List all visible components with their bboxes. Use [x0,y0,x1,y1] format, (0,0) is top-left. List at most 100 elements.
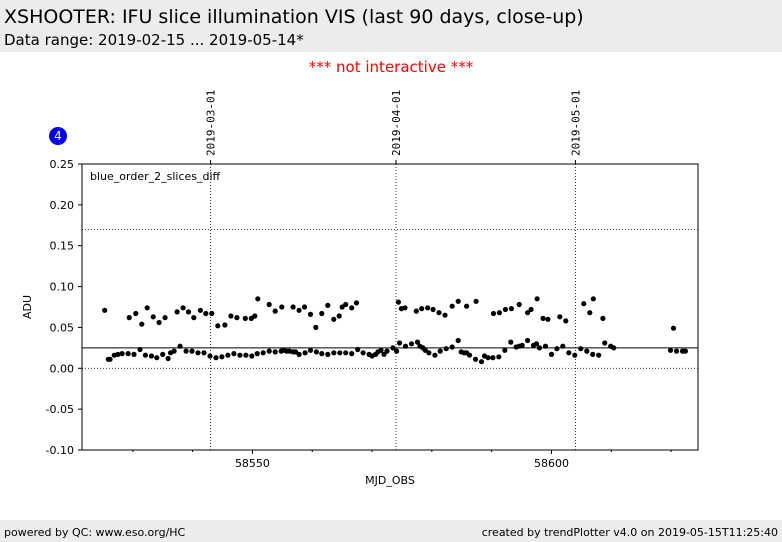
data-point [272,349,278,355]
y-tick-label: 0.05 [50,321,75,334]
data-point [279,304,285,310]
data-point [572,352,578,358]
data-point [225,352,231,358]
data-point [394,348,400,354]
data-point [180,305,186,311]
x-axis-title: MJD_OBS [365,474,415,487]
data-point [160,351,166,357]
data-point [319,351,325,357]
y-tick-label: 0.20 [50,199,75,212]
data-point [478,359,485,365]
data-point [673,348,680,354]
data-point [566,350,572,356]
data-point [502,306,508,313]
data-point [189,348,195,354]
data-point [584,348,590,354]
data-point [209,310,215,317]
data-point [525,310,531,316]
data-point [560,343,566,349]
data-point [430,306,436,313]
data-point [540,315,546,321]
data-point [508,306,514,312]
data-point [331,316,337,322]
data-points [102,296,689,365]
data-point [490,355,496,361]
data-point [611,345,617,351]
data-point [231,351,237,357]
data-point [455,298,461,304]
data-point [426,350,432,356]
data-point [102,307,108,313]
data-point [307,347,314,353]
data-point [228,313,234,319]
date-marker-label: 2019-05-01 [569,90,582,156]
y-tick-label: 0.00 [50,362,75,375]
data-point [600,315,606,321]
date-marker-label: 2019-03-01 [205,90,218,156]
data-point [115,351,121,357]
data-point [191,315,197,321]
data-point [349,351,355,357]
data-point [234,315,240,321]
data-point [290,304,296,310]
data-point [337,350,343,356]
data-point [496,310,502,316]
data-point [119,351,125,357]
y-tick-label: 0.25 [50,158,75,171]
data-point [397,340,403,346]
data-point [171,348,177,354]
data-point [548,351,555,357]
plot-number-badge [49,127,67,145]
data-point [587,310,593,316]
data-point [455,337,461,344]
y-tick-label: 0.10 [50,281,75,294]
data-point [219,354,225,360]
plot-frame [81,163,699,451]
data-point [222,322,228,328]
data-point [319,310,325,317]
data-point [349,305,355,311]
data-point [536,345,543,351]
data-point [554,346,560,352]
data-point [148,353,154,359]
data-point [174,309,180,315]
data-point [502,347,508,353]
data-point [519,342,525,348]
data-point [133,310,139,317]
data-point [442,312,448,318]
data-point [485,355,491,361]
data-point [165,355,171,362]
data-point [177,343,183,349]
y-tick-label: -0.05 [46,403,74,416]
data-point [243,352,249,358]
data-point [125,351,131,357]
header-bar: XSHOOTER: IFU slice illumination VIS (la… [0,0,782,52]
data-point [408,341,415,347]
x-tick-label: 58600 [534,457,569,470]
data-point [242,315,248,321]
date-marker-label: 2019-04-01 [390,90,403,156]
data-point [296,307,302,313]
data-point [355,346,361,353]
data-point [534,296,540,302]
data-point [436,310,442,316]
data-point [557,314,563,320]
data-point [545,316,551,322]
data-point [213,355,219,361]
data-point [266,348,272,354]
data-point [296,351,302,357]
data-point [331,350,337,356]
data-point [578,346,584,352]
data-point [207,353,213,359]
data-point [336,313,342,319]
data-point [249,353,255,359]
data-point [156,319,162,326]
data-point [682,348,689,354]
data-point [425,305,431,311]
data-point [343,350,349,356]
data-point [307,311,314,317]
data-point [360,350,366,356]
data-point [325,351,331,357]
data-point [602,340,608,346]
